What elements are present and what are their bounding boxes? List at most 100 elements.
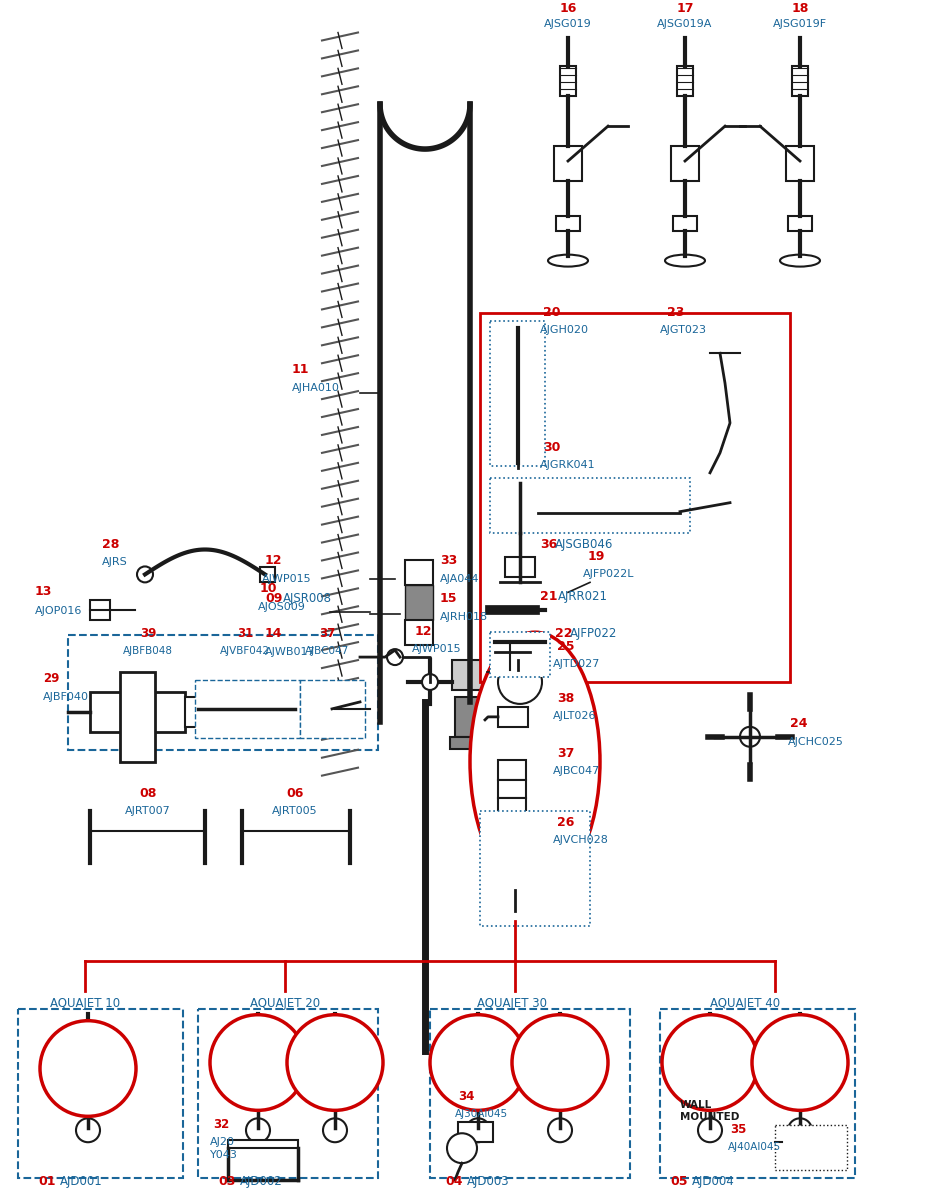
Bar [556,216,580,230]
Text: 11: 11 [292,364,310,376]
Text: AJD003: AJD003 [467,1175,509,1188]
Circle shape [240,694,270,724]
Text: 24: 24 [790,716,807,730]
Bar [405,560,433,586]
Circle shape [788,1118,812,1142]
Text: AJWP015: AJWP015 [262,575,312,584]
Text: 26: 26 [557,816,575,829]
Text: 17: 17 [676,1,694,14]
Bar [18,1009,183,1178]
Circle shape [76,1118,100,1142]
Text: AJRT005: AJRT005 [272,806,318,816]
Text: AJGRK041: AJGRK041 [540,460,595,470]
Text: 20: 20 [543,306,561,319]
Circle shape [548,1118,572,1142]
Bar [480,313,790,682]
Text: AJOS009: AJOS009 [258,602,306,612]
Circle shape [501,863,529,890]
Bar [677,66,693,96]
Text: AJ20: AJ20 [210,1138,235,1147]
Bar [120,672,155,762]
Text: AJD002: AJD002 [240,1175,283,1188]
Text: AJBC047: AJBC047 [553,766,600,775]
Text: AJVCH028: AJVCH028 [553,835,609,845]
Text: AQUAJET 10: AQUAJET 10 [50,997,120,1009]
Circle shape [447,1133,477,1163]
Text: AJRS: AJRS [102,558,128,568]
Text: 37: 37 [319,628,335,640]
Bar [90,692,185,732]
Text: 03: 03 [218,1175,235,1188]
Bar [505,558,535,577]
Text: AJRT007: AJRT007 [125,806,171,816]
Text: MOUNTED: MOUNTED [680,1112,739,1122]
Text: 10: 10 [260,582,277,595]
Text: AQUAJET 30: AQUAJET 30 [477,997,547,1009]
Bar [458,1122,493,1142]
Text: 08: 08 [139,786,157,799]
Bar [775,1126,847,1170]
Circle shape [670,506,680,517]
Text: AJD004: AJD004 [692,1175,735,1188]
Bar [430,1009,630,1178]
Text: 09: 09 [265,593,283,605]
Text: AJFP022L: AJFP022L [583,570,634,580]
Text: AQUAJET 20: AQUAJET 20 [250,997,320,1009]
Text: AJA044: AJA044 [440,575,480,584]
Circle shape [512,1015,608,1110]
Circle shape [752,1015,848,1110]
Text: 23: 23 [667,306,685,319]
Text: AJGH020: AJGH020 [540,325,589,335]
Text: Y043: Y043 [210,1150,238,1160]
Bar [554,146,582,181]
Bar [480,811,590,926]
Circle shape [137,566,153,582]
Circle shape [466,1118,490,1142]
Circle shape [662,1015,758,1110]
Text: 37: 37 [557,746,575,760]
Text: AJTD027: AJTD027 [553,659,600,670]
Text: 06: 06 [286,786,303,799]
Text: 21: 21 [540,590,558,604]
Bar [660,1009,855,1178]
Text: AJWB017: AJWB017 [265,647,315,658]
Ellipse shape [548,254,588,266]
Text: AJOP016: AJOP016 [35,606,82,617]
Bar [327,1079,343,1103]
Bar [505,851,525,866]
Circle shape [505,904,525,923]
Text: 29: 29 [43,672,60,685]
Text: AJBFB048: AJBFB048 [123,646,173,656]
Text: AJFP022: AJFP022 [570,628,618,640]
Circle shape [323,1118,347,1142]
Bar [195,680,300,738]
Text: 28: 28 [102,538,119,551]
Bar [502,498,538,520]
Circle shape [287,1015,383,1110]
Text: AJSG019: AJSG019 [544,18,592,29]
Circle shape [430,1015,526,1110]
Text: AJGT023: AJGT023 [660,325,707,335]
Circle shape [210,1015,306,1110]
Text: AQUAJET 40: AQUAJET 40 [710,997,780,1009]
Bar [450,737,490,749]
Text: 33: 33 [440,554,457,568]
Text: AJWP015: AJWP015 [412,644,462,654]
Bar [198,1009,378,1178]
Text: 34: 34 [458,1091,474,1103]
Circle shape [648,505,662,518]
Bar [405,586,433,620]
Text: 38: 38 [557,692,574,704]
Circle shape [698,1118,722,1142]
Bar [673,216,697,230]
Bar [552,1079,568,1103]
Text: 25: 25 [557,640,575,653]
Circle shape [40,1021,136,1116]
Bar [260,568,275,582]
Bar [250,1079,266,1103]
Text: AJSG019A: AJSG019A [658,18,713,29]
Text: 39: 39 [140,628,156,640]
Bar [786,146,814,181]
Text: 13: 13 [35,586,52,599]
Circle shape [498,660,542,704]
